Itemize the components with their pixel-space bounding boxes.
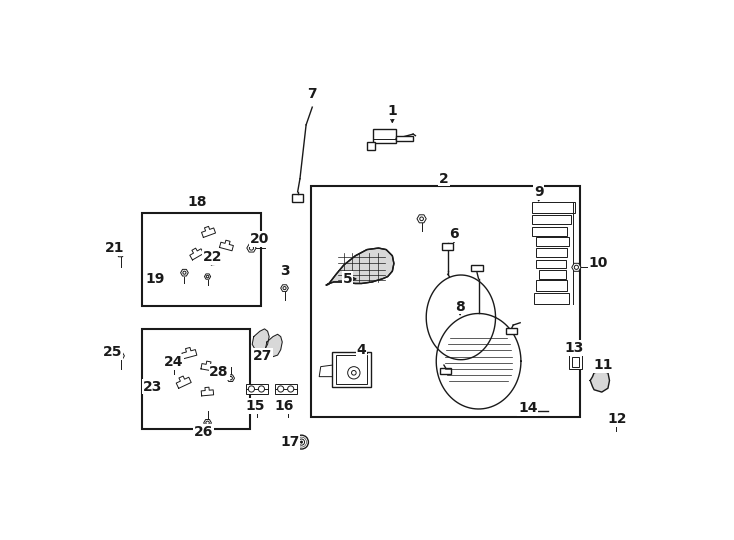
Text: 22: 22 — [203, 251, 222, 264]
Bar — [532, 215, 571, 224]
Circle shape — [420, 217, 424, 221]
Circle shape — [299, 439, 305, 445]
Circle shape — [300, 441, 302, 443]
Circle shape — [258, 386, 264, 392]
Bar — [246, 383, 268, 394]
Text: 11: 11 — [594, 358, 613, 372]
Bar — [373, 130, 396, 143]
Circle shape — [283, 287, 286, 289]
Circle shape — [206, 421, 209, 424]
Bar — [311, 186, 580, 417]
Circle shape — [248, 386, 255, 392]
Bar — [537, 260, 566, 268]
Text: 7: 7 — [308, 87, 317, 101]
Polygon shape — [590, 372, 609, 392]
Bar — [537, 280, 567, 291]
Text: 6: 6 — [449, 227, 459, 241]
Circle shape — [255, 406, 258, 409]
Text: 17: 17 — [280, 435, 299, 449]
Text: 23: 23 — [142, 380, 161, 394]
Circle shape — [574, 265, 578, 269]
Circle shape — [529, 410, 532, 413]
Circle shape — [250, 246, 253, 250]
Text: 2: 2 — [439, 172, 448, 186]
Circle shape — [173, 362, 176, 365]
Text: 20: 20 — [250, 232, 269, 246]
Bar — [336, 355, 367, 384]
Bar — [471, 265, 483, 271]
Bar — [534, 294, 569, 303]
Text: 28: 28 — [209, 365, 229, 379]
Circle shape — [348, 367, 360, 379]
Circle shape — [206, 275, 208, 278]
Bar — [440, 368, 451, 374]
Circle shape — [119, 252, 122, 255]
Bar — [537, 237, 569, 246]
Circle shape — [288, 386, 294, 392]
Bar — [539, 269, 566, 279]
Circle shape — [211, 366, 214, 369]
Bar — [572, 357, 579, 367]
Text: 19: 19 — [145, 272, 165, 286]
Circle shape — [119, 354, 122, 357]
Bar — [532, 226, 567, 236]
Bar — [142, 213, 261, 306]
Polygon shape — [326, 248, 394, 285]
Text: 13: 13 — [564, 341, 584, 355]
Text: 25: 25 — [103, 345, 123, 359]
Text: 14: 14 — [518, 401, 537, 415]
Circle shape — [286, 406, 289, 409]
Bar — [333, 352, 371, 387]
Circle shape — [526, 407, 536, 416]
Circle shape — [294, 435, 308, 449]
Text: 18: 18 — [188, 195, 207, 209]
Circle shape — [352, 370, 356, 375]
Bar — [396, 137, 413, 141]
Bar — [142, 329, 250, 429]
Circle shape — [229, 376, 233, 380]
Polygon shape — [252, 329, 269, 351]
Text: 15: 15 — [246, 399, 265, 413]
Bar — [275, 383, 297, 394]
Text: 1: 1 — [388, 104, 397, 118]
Text: 8: 8 — [455, 300, 465, 314]
Text: 21: 21 — [105, 241, 124, 255]
Text: 10: 10 — [588, 256, 608, 271]
Text: 27: 27 — [253, 349, 272, 363]
Bar — [506, 328, 517, 334]
Circle shape — [183, 271, 186, 274]
Text: 3: 3 — [280, 264, 289, 278]
Bar — [537, 248, 567, 257]
Bar — [443, 244, 453, 249]
Bar — [292, 194, 303, 202]
Bar — [367, 142, 374, 150]
Bar — [532, 202, 575, 213]
Text: 24: 24 — [164, 355, 184, 369]
Circle shape — [277, 386, 284, 392]
Text: 26: 26 — [194, 425, 214, 439]
Text: 4: 4 — [357, 343, 366, 357]
Text: 12: 12 — [608, 412, 627, 426]
Text: 5: 5 — [343, 272, 352, 286]
Polygon shape — [265, 334, 283, 356]
Text: 9: 9 — [534, 185, 543, 199]
Bar — [570, 355, 582, 369]
Circle shape — [614, 417, 617, 421]
Text: 16: 16 — [275, 399, 294, 413]
